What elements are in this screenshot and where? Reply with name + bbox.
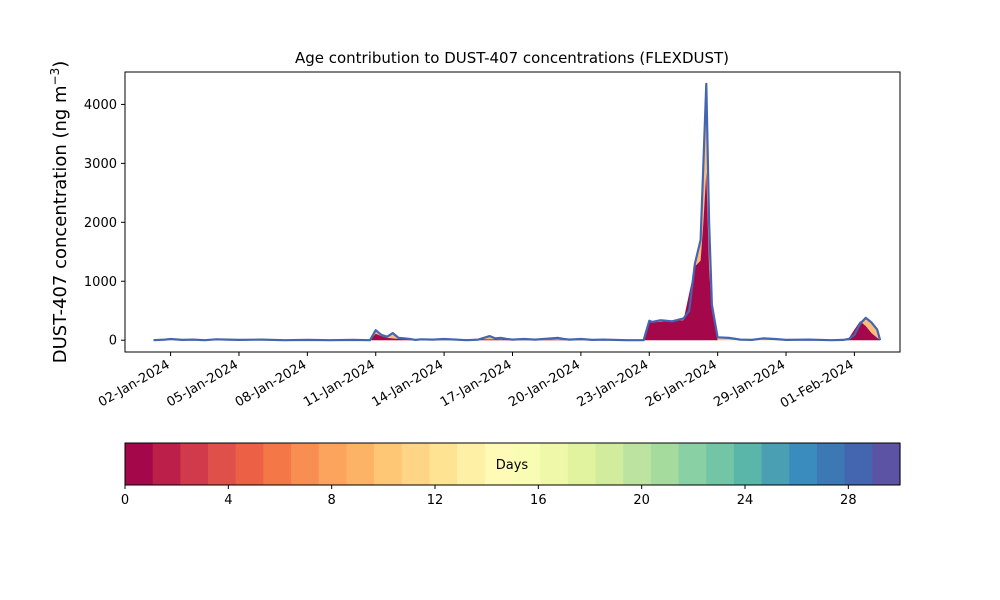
chart-title: Age contribution to DUST-407 concentrati… (295, 49, 729, 67)
x-tick-label: 02-Jan-2024 (96, 357, 173, 410)
colorbar-segment (623, 443, 652, 485)
y-tick-label: 3000 (84, 157, 117, 172)
x-tick-label: 05-Jan-2024 (164, 357, 241, 410)
colorbar-segment (152, 443, 181, 485)
total-line (153, 82, 882, 342)
colorbar-tick-label: 12 (427, 493, 444, 508)
colorbar-segment (429, 443, 458, 485)
plot-frame (124, 71, 901, 353)
colorbar-tick-label: 0 (121, 493, 129, 508)
colorbar-tick-label: 16 (530, 493, 547, 508)
y-tick-label: 2000 (84, 216, 117, 231)
x-tick-label: 26-Jan-2024 (643, 357, 720, 410)
colorbar-segment (650, 443, 680, 485)
colorbar-tick-label: 24 (737, 493, 754, 508)
colorbar-segment (761, 443, 790, 485)
y-axis-label-close: ) (50, 61, 71, 68)
colorbar-label: Days (496, 458, 529, 473)
colorbar-segment (872, 443, 901, 485)
colorbar-segment (208, 443, 237, 485)
x-tick-label: 17-Jan-2024 (438, 357, 515, 410)
colorbar-segment (540, 443, 569, 485)
colorbar-segment (567, 443, 597, 485)
y-tick-label: 4000 (84, 98, 117, 113)
total-area (153, 83, 881, 341)
colorbar-segment (401, 443, 431, 485)
colorbar-segment (346, 443, 375, 485)
x-tick-label: 08-Jan-2024 (233, 357, 310, 410)
x-tick-label: 29-Jan-2024 (711, 357, 788, 410)
y-tick-label: 1000 (84, 275, 117, 290)
x-tick-label: 23-Jan-2024 (575, 357, 652, 410)
colorbar (125, 443, 901, 485)
y-axis-label-main: DUST-407 concentration (ng m (50, 85, 71, 363)
y-axis-label-superscript: −3 (48, 68, 62, 86)
colorbar-segment (235, 443, 264, 485)
colorbar-segment (484, 443, 514, 485)
colorbar-segment (125, 443, 154, 485)
colorbar-tick-label: 20 (633, 493, 650, 508)
colorbar-segment (816, 443, 846, 485)
colorbar-segment (318, 443, 348, 485)
colorbar-segment (595, 443, 624, 485)
colorbar-tick-label: 4 (224, 493, 232, 508)
colorbar-segment (374, 443, 403, 485)
y-axis-label: DUST-407 concentration (ng m−3) (48, 61, 71, 364)
x-tick-label: 20-Jan-2024 (506, 357, 583, 410)
x-axis: 02-Jan-202405-Jan-202408-Jan-202411-Jan-… (96, 352, 856, 411)
y-tick-label: 0 (109, 334, 117, 349)
colorbar-segment (291, 443, 320, 485)
x-tick-label: 01-Feb-2024 (778, 357, 857, 411)
colorbar-segment (457, 443, 486, 485)
colorbar-segment (706, 443, 735, 485)
colorbar-frame (124, 442, 901, 486)
colorbar-segment (263, 443, 292, 485)
colorbar-tick-label: 8 (328, 493, 336, 508)
colorbar-segment (180, 443, 209, 485)
y-axis: 0 1000 2000 3000 4000 (84, 98, 125, 349)
colorbar-segment (844, 443, 873, 485)
colorbar-segment (789, 443, 818, 485)
x-tick-label: 14-Jan-2024 (370, 357, 447, 410)
colorbar-axis: 0 4 8 12 16 20 24 28 (121, 485, 857, 508)
colorbar-segment (678, 443, 707, 485)
x-tick-label: 11-Jan-2024 (301, 357, 378, 410)
colorbar-segment (512, 443, 541, 485)
colorbar-segment (733, 443, 763, 485)
young-age-area (370, 172, 881, 341)
plot-area (153, 82, 882, 342)
colorbar-tick-label: 28 (840, 493, 857, 508)
